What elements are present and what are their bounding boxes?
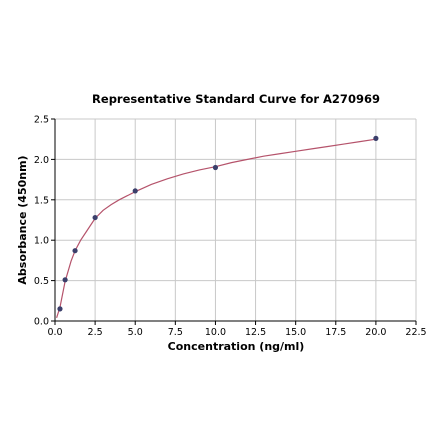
x-tick-label: 22.5 [405, 327, 426, 338]
grid-lines [54, 118, 417, 322]
data-point [57, 306, 63, 312]
chart-title: Representative Standard Curve for A27096… [92, 92, 380, 106]
axes [54, 119, 416, 322]
data-point [132, 188, 138, 194]
x-tick-label: 5.0 [128, 327, 143, 338]
x-axis-ticks: 0.0 2.5 5.0 7.5 10.0 12.5 15.0 17.5 20.0 22.5 [47, 321, 427, 338]
data-point [72, 248, 78, 254]
y-axis-ticks: 0.0 0.5 1.0 1.5 2.0 2.5 [34, 115, 55, 328]
x-tick-label: 10.0 [205, 327, 226, 338]
y-tick-label: 2.0 [34, 155, 49, 166]
x-tick-label: 15.0 [285, 327, 306, 338]
fit-curve-group [56, 138, 376, 318]
y-tick-label: 1.0 [34, 236, 49, 247]
data-point [62, 277, 68, 283]
x-axis-label: Concentration (ng/ml) [168, 340, 305, 353]
fit-curve-line [56, 138, 376, 318]
x-tick-label: 0.0 [47, 327, 62, 338]
data-point [373, 135, 379, 141]
x-tick-label: 17.5 [325, 327, 346, 338]
data-point [212, 164, 219, 171]
y-tick-label: 0.0 [34, 317, 49, 328]
y-tick-label: 1.5 [34, 195, 49, 206]
data-points-group [57, 135, 379, 312]
y-tick-label: 0.5 [34, 276, 49, 287]
y-axis-label: Absorbance (450nm) [16, 155, 29, 284]
x-tick-label: 20.0 [365, 327, 386, 338]
y-tick-label: 2.5 [34, 115, 49, 126]
x-tick-label: 7.5 [168, 327, 183, 338]
x-tick-label: 12.5 [245, 327, 266, 338]
x-tick-label: 2.5 [88, 327, 103, 338]
data-point [92, 214, 98, 221]
